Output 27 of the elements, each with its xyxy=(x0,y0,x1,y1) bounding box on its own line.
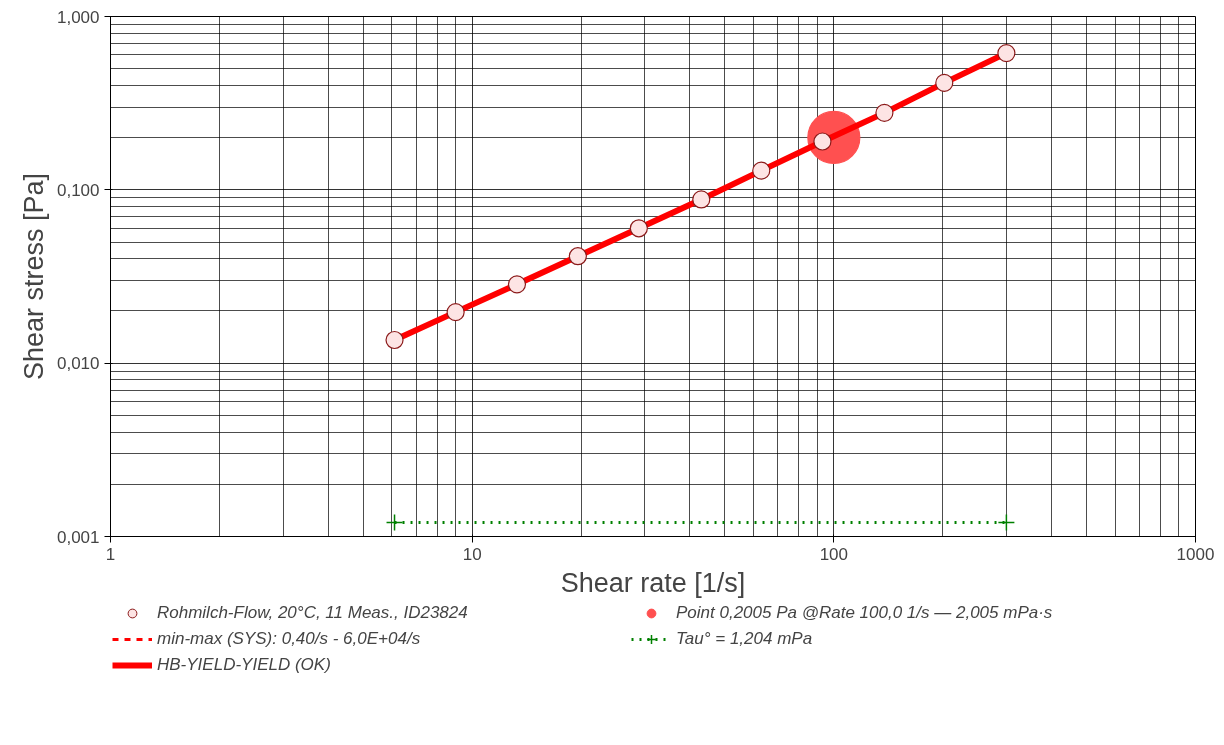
point xyxy=(568,247,587,266)
legend-label: Rohmilch-Flow, 20°C, 11 Meas., ID23824 xyxy=(157,602,469,624)
x-tick-label: 10 xyxy=(462,544,482,564)
y-tick-label: 0,010 xyxy=(56,354,100,374)
point xyxy=(385,513,404,532)
y-tick-label: 1,000 xyxy=(56,7,100,27)
y-tick-label: 0,100 xyxy=(56,180,100,200)
point xyxy=(935,73,954,92)
y-tick-label: 0,001 xyxy=(56,527,100,547)
legend-label: Tau° = 1,204 mPa xyxy=(676,628,814,650)
x-axis-title: Shear rate [1/s] xyxy=(560,567,746,598)
point xyxy=(692,190,711,209)
y-axis-title: Shear stress [Pa] xyxy=(18,172,49,381)
point xyxy=(813,132,832,151)
legend-label: min-max (SYS): 0,40/s - 6,0E+04/s xyxy=(157,628,422,650)
point xyxy=(385,330,404,350)
point xyxy=(752,161,771,180)
x-tick-label: 1 xyxy=(105,544,116,564)
point xyxy=(997,44,1016,63)
x-tick-label: 100 xyxy=(819,544,849,564)
point xyxy=(629,219,648,238)
point xyxy=(507,275,527,294)
point xyxy=(446,303,465,322)
point xyxy=(875,103,894,122)
x-tick-label: 1000 xyxy=(1176,544,1215,564)
legend-label: HB-YIELD-YIELD (OK) xyxy=(157,654,332,676)
legend-label: Point 0,2005 Pa @Rate 100,0 1/s — 2,005 mPa·s xyxy=(676,602,1054,624)
